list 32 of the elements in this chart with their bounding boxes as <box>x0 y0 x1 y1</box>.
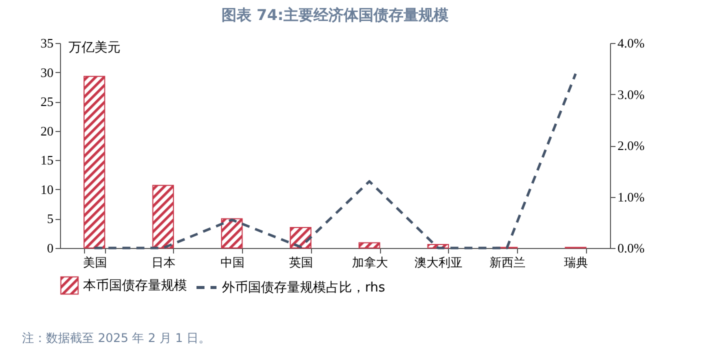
y2-tick-label: 4.0% <box>618 36 645 50</box>
bar <box>290 227 312 248</box>
legend-label: 本币国债存量规模 <box>83 278 187 294</box>
x-tick-label: 瑞典 <box>564 256 588 270</box>
y2-tick-label: 3.0% <box>618 86 645 102</box>
x-tick-label: 美国 <box>82 256 107 270</box>
x-tick-label: 加拿大 <box>352 256 388 270</box>
y-tick-label: 30 <box>40 64 54 80</box>
line-series <box>93 72 577 250</box>
bar <box>358 242 380 248</box>
bar <box>84 76 106 248</box>
y-tick-label: 25 <box>40 94 54 110</box>
bar <box>221 218 243 248</box>
y2-tick-label: 1.0% <box>618 189 645 204</box>
x-tick-label: 日本 <box>152 256 176 270</box>
x-tick-label: 新西兰 <box>489 256 526 270</box>
y-tick-label: 10 <box>40 182 54 197</box>
chart-title: 图表 74:主要经济体国债存量规模 <box>221 6 450 24</box>
x-tick-label: 澳大利亚 <box>414 256 463 270</box>
y-tick-label: 35 <box>40 36 54 50</box>
y-axis-title: 万亿美元 <box>68 40 120 54</box>
y-tick-label: 15 <box>40 152 54 168</box>
y2-tick-label: 2.0% <box>618 138 645 153</box>
x-tick-label: 中国 <box>220 256 244 270</box>
y-tick-label: 20 <box>40 123 54 138</box>
x-tick-label: 英国 <box>289 256 314 270</box>
y-tick-label: 0 <box>47 240 54 256</box>
legend-label: 外币国债存量规模占比，rhs <box>222 280 386 296</box>
text: 注：数据截至 2025 年 2 月 1 日。 <box>22 330 211 347</box>
y-tick-label: 5 <box>47 211 54 226</box>
y2-tick-label: 0.0% <box>618 240 645 256</box>
bar <box>152 184 174 248</box>
